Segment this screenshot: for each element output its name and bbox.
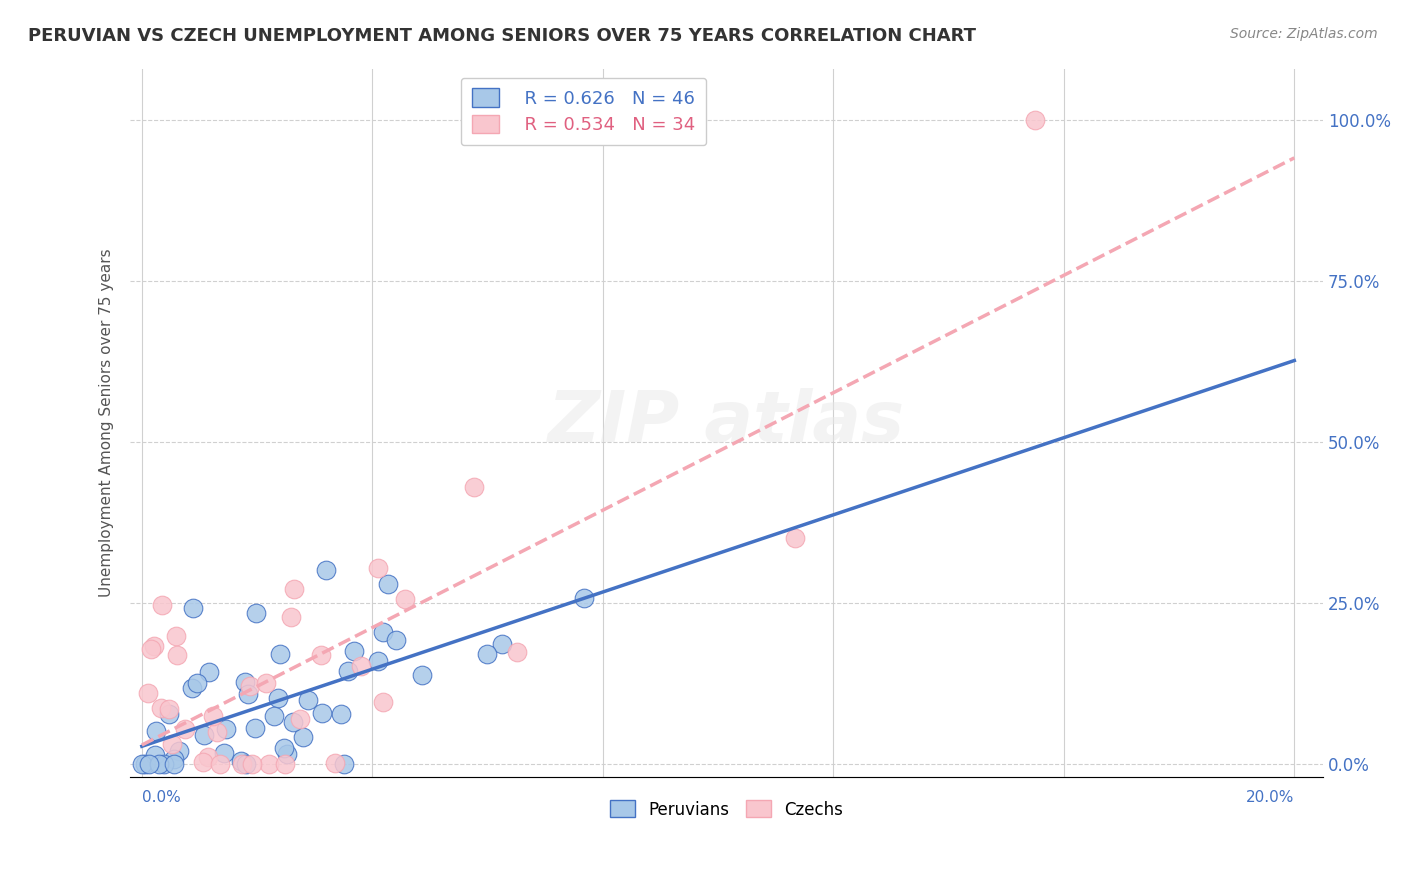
Point bbox=[783, 531, 806, 545]
Point bbox=[186, 675, 208, 690]
Text: 0.0%: 0.0% bbox=[142, 789, 180, 805]
Point bbox=[373, 695, 395, 709]
Point bbox=[165, 628, 187, 642]
Point bbox=[145, 723, 167, 738]
Point bbox=[205, 725, 228, 739]
Point bbox=[309, 648, 332, 663]
Text: Source: ZipAtlas.com: Source: ZipAtlas.com bbox=[1230, 27, 1378, 41]
Point bbox=[138, 686, 160, 700]
Point bbox=[159, 702, 181, 716]
Point bbox=[263, 709, 285, 723]
Point bbox=[367, 654, 389, 668]
Point bbox=[183, 600, 205, 615]
Point bbox=[257, 756, 280, 771]
Point bbox=[297, 693, 319, 707]
Point bbox=[329, 706, 352, 721]
Point bbox=[315, 563, 337, 577]
Point bbox=[231, 756, 253, 771]
Point bbox=[233, 675, 256, 690]
Point bbox=[173, 723, 195, 737]
Point bbox=[254, 676, 277, 690]
Point bbox=[163, 751, 186, 765]
Point bbox=[283, 715, 305, 730]
Point bbox=[202, 709, 225, 723]
Point bbox=[143, 639, 166, 653]
Point bbox=[235, 756, 257, 771]
Point bbox=[288, 712, 311, 726]
Text: ZIP atlas: ZIP atlas bbox=[548, 388, 905, 458]
Point bbox=[475, 648, 498, 662]
Point bbox=[1024, 113, 1046, 128]
Point bbox=[572, 591, 595, 605]
Point bbox=[193, 756, 215, 770]
Point bbox=[131, 756, 153, 771]
Point bbox=[134, 756, 156, 771]
Point bbox=[463, 479, 485, 493]
Point bbox=[276, 747, 298, 762]
Point bbox=[491, 637, 513, 651]
Point bbox=[193, 728, 215, 742]
Point bbox=[506, 645, 529, 659]
Point bbox=[343, 643, 366, 657]
Point bbox=[350, 659, 373, 673]
Point bbox=[267, 690, 290, 705]
Point bbox=[236, 687, 259, 701]
Point bbox=[239, 679, 262, 693]
Point bbox=[283, 582, 305, 596]
Point bbox=[245, 606, 267, 620]
Point bbox=[150, 701, 173, 715]
Point bbox=[157, 706, 180, 721]
Point bbox=[367, 561, 389, 575]
Point bbox=[377, 577, 399, 591]
Point bbox=[150, 598, 173, 612]
Point bbox=[166, 648, 188, 663]
Point bbox=[138, 756, 160, 771]
Point bbox=[163, 756, 186, 771]
Point bbox=[243, 721, 266, 735]
Point bbox=[269, 647, 291, 661]
Point bbox=[333, 756, 356, 771]
Point bbox=[325, 756, 347, 771]
Point bbox=[209, 756, 232, 771]
Text: PERUVIAN VS CZECH UNEMPLOYMENT AMONG SENIORS OVER 75 YEARS CORRELATION CHART: PERUVIAN VS CZECH UNEMPLOYMENT AMONG SEN… bbox=[28, 27, 976, 45]
Point bbox=[198, 665, 221, 679]
Point bbox=[385, 632, 408, 647]
Legend: Peruvians, Czechs: Peruvians, Czechs bbox=[603, 794, 851, 825]
Point bbox=[273, 740, 295, 755]
Point bbox=[167, 743, 190, 757]
Point bbox=[139, 642, 162, 657]
Point bbox=[336, 664, 359, 678]
Point bbox=[215, 722, 238, 736]
Point bbox=[240, 756, 263, 771]
Point bbox=[274, 756, 297, 771]
Point bbox=[180, 681, 202, 696]
Point bbox=[143, 747, 166, 762]
Text: 20.0%: 20.0% bbox=[1246, 789, 1295, 805]
Point bbox=[197, 749, 219, 764]
Point bbox=[280, 610, 302, 624]
Point bbox=[394, 591, 416, 606]
Point bbox=[411, 668, 433, 682]
Point bbox=[212, 746, 235, 760]
Point bbox=[153, 756, 176, 771]
Point bbox=[160, 737, 183, 751]
Point bbox=[292, 730, 315, 744]
Y-axis label: Unemployment Among Seniors over 75 years: Unemployment Among Seniors over 75 years bbox=[100, 248, 114, 597]
Point bbox=[371, 625, 394, 640]
Point bbox=[148, 756, 170, 771]
Point bbox=[311, 706, 333, 721]
Point bbox=[231, 755, 253, 769]
